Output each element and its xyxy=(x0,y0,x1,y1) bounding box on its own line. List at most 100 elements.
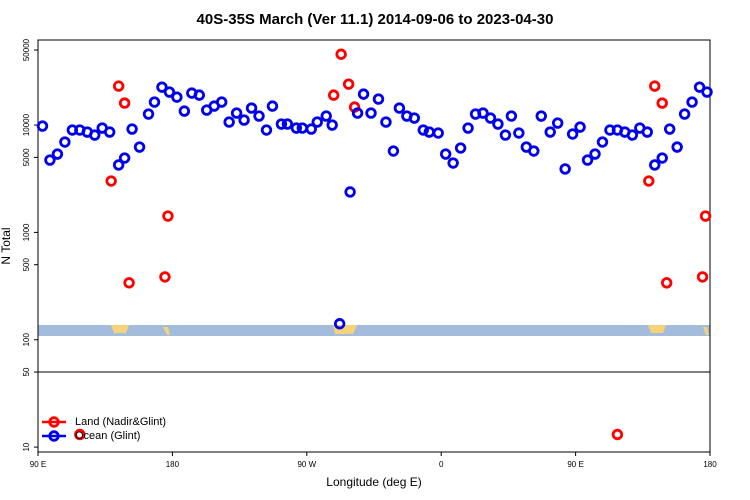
data-point xyxy=(663,123,676,135)
data-point xyxy=(305,123,317,135)
data-point xyxy=(678,108,691,120)
data-point xyxy=(439,148,452,160)
data-point xyxy=(44,154,56,166)
data-point xyxy=(51,148,64,160)
data-point xyxy=(380,116,392,128)
plot-frame xyxy=(37,39,711,453)
data-point xyxy=(162,210,174,222)
data-point xyxy=(559,163,571,175)
y-tick-label: 50000 xyxy=(22,38,31,61)
data-point xyxy=(641,126,653,138)
data-point xyxy=(551,117,564,129)
data-point xyxy=(344,186,356,198)
data-point xyxy=(372,93,385,105)
data-point xyxy=(311,116,323,128)
data-point xyxy=(118,97,131,109)
data-point xyxy=(513,127,525,139)
data-point xyxy=(326,119,338,131)
data-point xyxy=(462,122,474,134)
data-point xyxy=(660,277,673,289)
chart-title: 40S-35S March (Ver 11.1) 2014-09-06 to 2… xyxy=(197,11,554,28)
data-point xyxy=(230,107,243,119)
y-tick-label: 1000 xyxy=(22,223,31,241)
data-point xyxy=(296,122,309,134)
data-point xyxy=(89,129,101,141)
y-tick-label: 5000 xyxy=(22,148,31,166)
data-point xyxy=(74,428,86,441)
data-point xyxy=(59,136,71,148)
data-point xyxy=(103,126,116,138)
data-point xyxy=(454,142,467,154)
data-point xyxy=(253,110,265,122)
legend-marker xyxy=(48,430,60,442)
data-point xyxy=(156,81,168,93)
data-point xyxy=(701,86,713,98)
data-point xyxy=(275,118,288,130)
data-point xyxy=(492,118,504,130)
data-point xyxy=(671,141,683,153)
data-point xyxy=(611,428,624,441)
y-tick-label: 100 xyxy=(22,333,31,347)
data-point xyxy=(333,318,346,330)
data-point xyxy=(193,89,205,101)
data-point xyxy=(535,110,547,122)
data-point xyxy=(105,175,117,187)
data-point xyxy=(649,159,661,171)
data-point xyxy=(408,112,421,124)
data-point xyxy=(693,81,706,93)
data-point xyxy=(477,107,489,119)
data-point xyxy=(215,96,228,108)
y-tick-label: 10 xyxy=(22,442,31,451)
data-point xyxy=(238,114,250,126)
data-point xyxy=(484,112,497,124)
x-tick-label: 90 E xyxy=(567,460,583,469)
data-point xyxy=(544,126,556,138)
data-point xyxy=(596,136,609,148)
data-point xyxy=(649,80,661,92)
y-axis-label: N Total xyxy=(0,227,13,264)
data-point xyxy=(342,78,355,90)
data-point xyxy=(505,110,518,122)
data-point xyxy=(581,154,594,166)
data-point xyxy=(357,88,370,100)
data-point xyxy=(260,124,273,136)
data-point xyxy=(327,89,340,101)
y-tick-label: 50 xyxy=(22,367,31,376)
data-point xyxy=(123,277,135,289)
data-point xyxy=(290,122,303,134)
data-point xyxy=(112,80,125,92)
data-point xyxy=(351,107,364,119)
data-point xyxy=(417,124,429,136)
data-point xyxy=(281,118,294,130)
data-point xyxy=(643,175,655,187)
data-point xyxy=(133,141,146,153)
data-point xyxy=(447,157,459,169)
x-tick-label: 0 xyxy=(439,460,444,469)
x-tick-label: 90 W xyxy=(297,460,316,469)
map-strip xyxy=(38,325,710,336)
x-tick-label: 90 E xyxy=(30,460,46,469)
data-point xyxy=(266,100,279,112)
data-point xyxy=(148,96,161,108)
legend-label: Ocean (Glint) xyxy=(75,430,140,442)
data-point xyxy=(112,159,125,171)
data-point xyxy=(335,48,347,60)
data-point xyxy=(589,148,601,160)
data-point xyxy=(365,107,377,119)
data-point xyxy=(528,145,540,157)
data-point xyxy=(696,271,709,283)
data-point xyxy=(171,91,183,103)
data-point xyxy=(699,210,712,222)
data-point xyxy=(626,129,639,141)
y-tick-label: 500 xyxy=(22,257,31,271)
x-axis-label: Longitude (deg E) xyxy=(326,475,421,489)
data-point xyxy=(159,271,171,283)
data-point xyxy=(142,108,155,120)
data-point xyxy=(393,102,406,114)
data-point xyxy=(163,86,176,98)
data-point xyxy=(656,152,668,164)
data-point xyxy=(387,145,400,157)
data-point xyxy=(432,127,444,139)
legend-label: Land (Nadir&Glint) xyxy=(75,416,166,428)
